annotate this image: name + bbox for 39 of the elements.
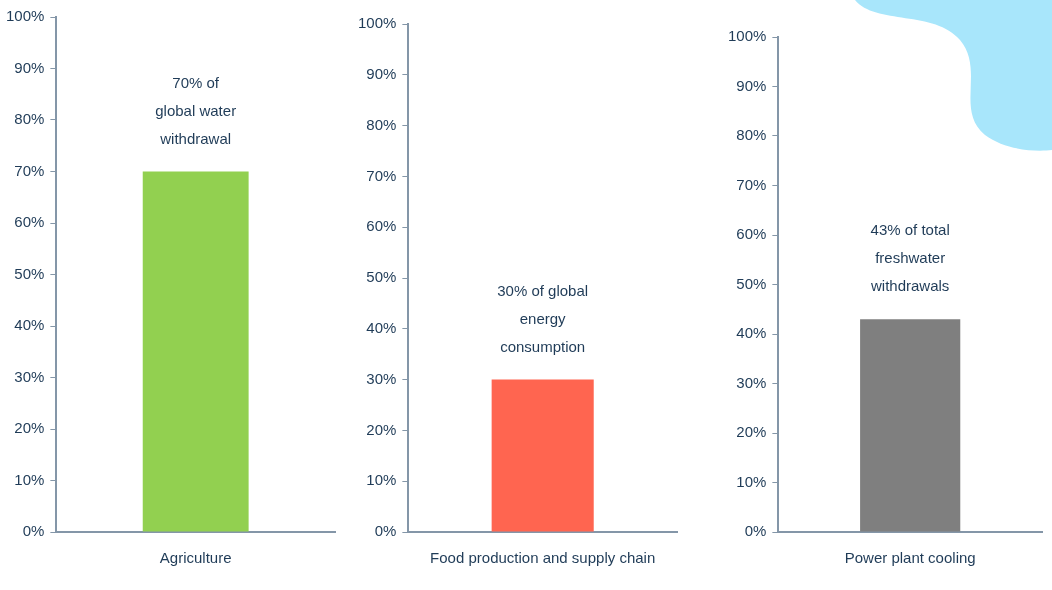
- y-tick-label: 80%: [366, 115, 397, 133]
- y-tick-label: 30%: [736, 373, 767, 391]
- annotation: 70% of global water withdrawal: [155, 73, 237, 147]
- y-tick-label: 10%: [736, 472, 767, 490]
- y-tick-label: 100%: [727, 27, 767, 45]
- y-tick-label: 100%: [5, 7, 45, 25]
- x-tick-label: Power plant cooling: [844, 549, 976, 567]
- annotation: 30% of global energy consumption: [497, 281, 589, 355]
- y-tick-label: 60%: [14, 213, 45, 231]
- y-tick-label: 0%: [744, 522, 767, 540]
- y-tick-label: 20%: [736, 423, 767, 441]
- y-tick-label: 60%: [366, 217, 397, 235]
- y-tick-label: 70%: [14, 161, 45, 179]
- y-tick-label: 30%: [366, 369, 397, 387]
- y-tick-label: 10%: [366, 471, 397, 489]
- annotation: 43% of total freshwater withdrawals: [869, 221, 950, 295]
- y-tick-label: 0%: [374, 522, 397, 540]
- x-tick-label: Agriculture: [159, 549, 232, 567]
- y-tick-label: 100%: [357, 14, 397, 32]
- y-tick-label: 90%: [366, 64, 397, 82]
- y-tick-label: 50%: [736, 274, 767, 292]
- y-tick-label: 80%: [14, 110, 45, 128]
- y-tick-label: 70%: [736, 175, 767, 193]
- y-tick-label: 60%: [736, 225, 767, 243]
- y-tick-label: 50%: [14, 264, 45, 282]
- y-tick-label: 20%: [366, 420, 397, 438]
- y-tick-label: 40%: [14, 316, 45, 334]
- y-tick-label: 40%: [736, 324, 767, 342]
- y-tick-label: 0%: [22, 522, 45, 540]
- y-tick-label: 80%: [736, 126, 767, 144]
- y-tick-label: 10%: [14, 470, 45, 488]
- y-tick-label: 90%: [736, 76, 767, 94]
- y-tick-label: 20%: [14, 419, 45, 437]
- y-tick-label: 50%: [366, 268, 397, 286]
- y-tick-label: 70%: [366, 166, 397, 184]
- y-tick-label: 90%: [14, 58, 45, 76]
- y-tick-label: 40%: [366, 318, 397, 336]
- x-tick-label: Food production and supply chain: [430, 549, 656, 567]
- y-tick-label: 30%: [14, 367, 45, 385]
